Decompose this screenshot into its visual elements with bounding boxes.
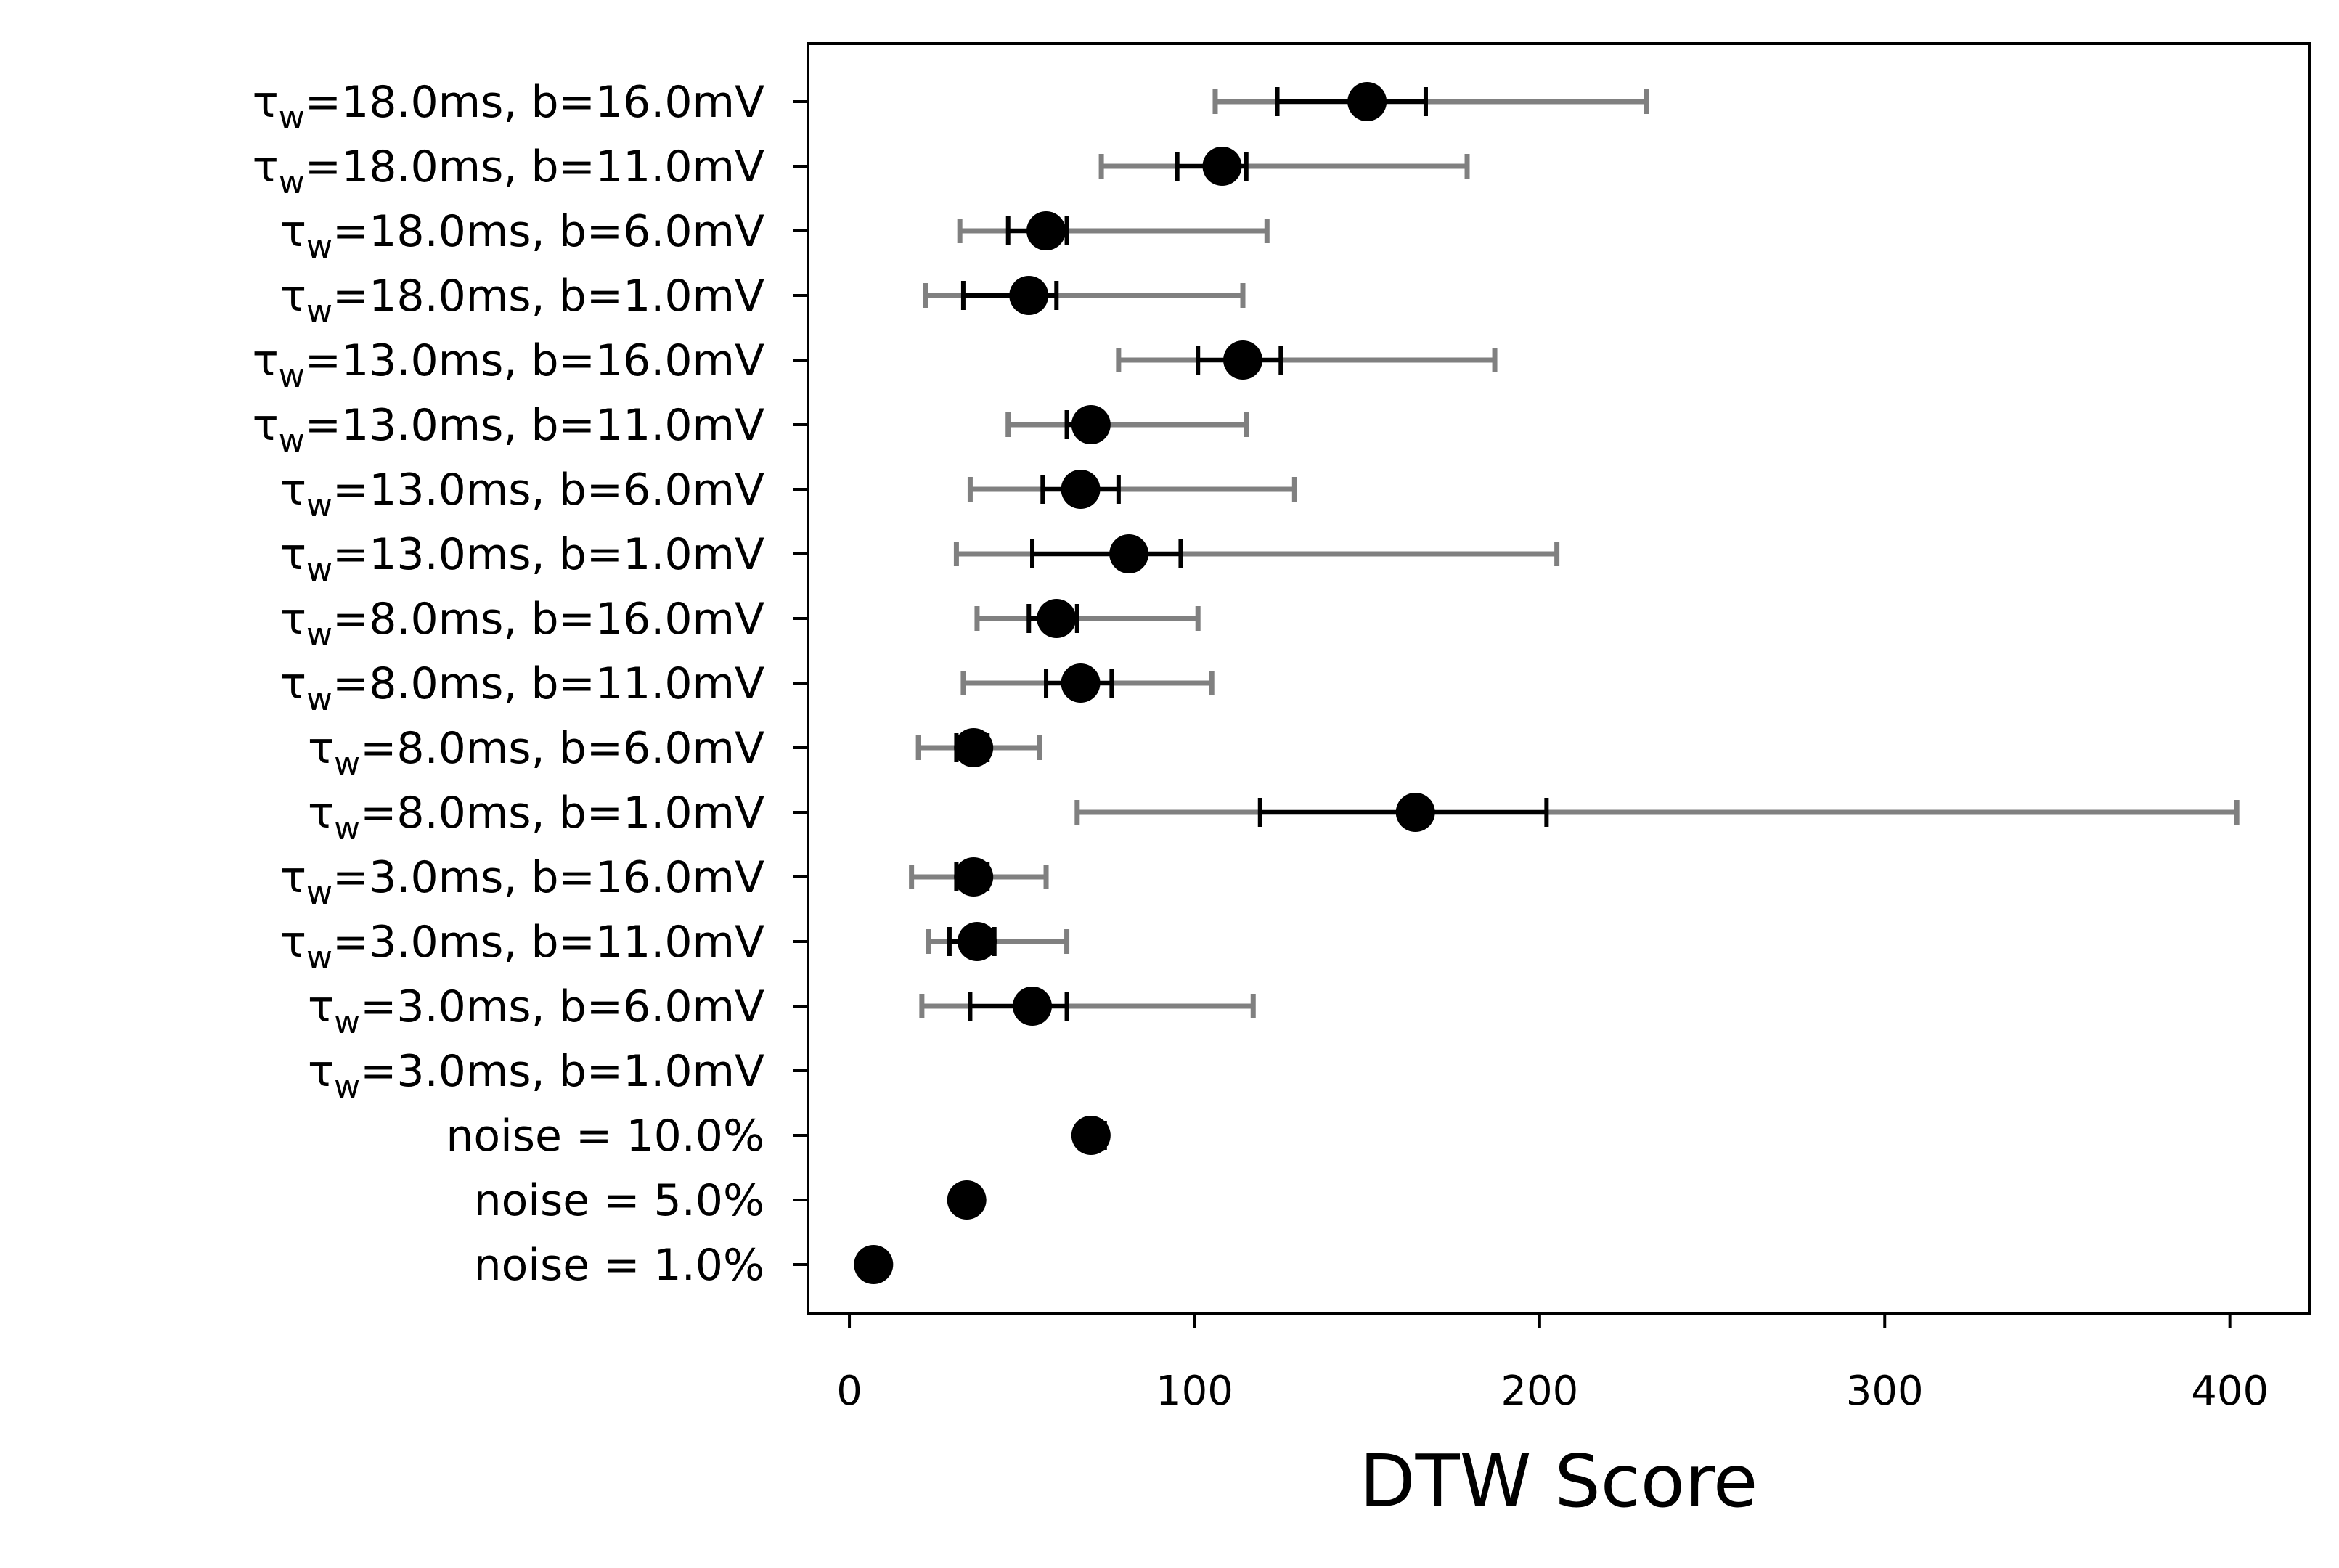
y-tick-label: τw=13.0ms, b=1.0mV: [280, 529, 764, 589]
y-tick-label: τw=13.0ms, b=16.0mV: [253, 335, 764, 395]
outer-error-bar: [1116, 348, 1498, 372]
data-point: [1347, 82, 1387, 121]
y-tick-label: τw=18.0ms, b=16.0mV: [253, 77, 764, 136]
outer-error-bar: [967, 477, 1297, 502]
data-point: [957, 922, 997, 961]
data-point: [1223, 340, 1263, 380]
plot-background: [808, 44, 2309, 1314]
data-point: [1013, 987, 1053, 1026]
data-point: [954, 857, 994, 897]
data-point: [1009, 276, 1049, 315]
data-point: [1061, 470, 1101, 509]
x-tick-label: 100: [1156, 1368, 1233, 1415]
x-tick-label: 200: [1501, 1368, 1578, 1415]
y-tick-label: τw=18.0ms, b=1.0mV: [280, 271, 764, 330]
y-tick-label: τw=8.0ms, b=6.0mV: [308, 723, 764, 783]
outer-error-bar: [1005, 412, 1249, 437]
x-tick-label: 400: [2191, 1368, 2269, 1415]
data-point: [1395, 793, 1435, 832]
data-point: [947, 1180, 987, 1220]
y-tick-label: τw=8.0ms, b=11.0mV: [280, 658, 764, 718]
y-tick-label: τw=8.0ms, b=1.0mV: [308, 788, 764, 847]
inner-error-bar: [1030, 539, 1183, 568]
y-tick-label: τw=3.0ms, b=1.0mV: [308, 1046, 764, 1106]
data-point: [1037, 599, 1077, 638]
x-axis: 0 100 200 300 400: [836, 1314, 2269, 1415]
data-point: [1071, 405, 1111, 444]
y-tick-label: τw=8.0ms, b=16.0mV: [280, 594, 764, 653]
x-tick-label: 0: [836, 1368, 862, 1415]
y-tick-label: noise = 5.0%: [474, 1175, 764, 1226]
x-axis-label: DTW Score: [1360, 1439, 1758, 1524]
y-tick-label: τw=13.0ms, b=11.0mV: [253, 400, 764, 460]
y-tick-label: τw=3.0ms, b=16.0mV: [280, 852, 764, 912]
data-point: [1026, 211, 1066, 250]
y-tick-label: τw=18.0ms, b=6.0mV: [280, 206, 764, 266]
y-tick-label: τw=3.0ms, b=11.0mV: [280, 917, 764, 976]
data-point: [1202, 147, 1242, 186]
x-tick-label: 300: [1846, 1368, 1924, 1415]
y-tick-label: τw=18.0ms, b=11.0mV: [253, 142, 764, 201]
y-tick-label: τw=3.0ms, b=6.0mV: [308, 981, 764, 1041]
y-tick-label: τw=13.0ms, b=6.0mV: [280, 465, 764, 524]
y-tick-label: noise = 1.0%: [474, 1240, 764, 1291]
y-tick-label: noise = 10.0%: [446, 1111, 764, 1161]
data-points: [854, 82, 1435, 1284]
data-point: [1061, 663, 1101, 703]
plot-frame: [807, 42, 2311, 1315]
data-point: [954, 728, 994, 767]
outer-error-bar: [974, 606, 1201, 631]
outer-error-bar: [1098, 154, 1470, 179]
data-point: [1071, 1116, 1111, 1155]
data-point: [1109, 534, 1149, 573]
data-point: [854, 1245, 894, 1284]
